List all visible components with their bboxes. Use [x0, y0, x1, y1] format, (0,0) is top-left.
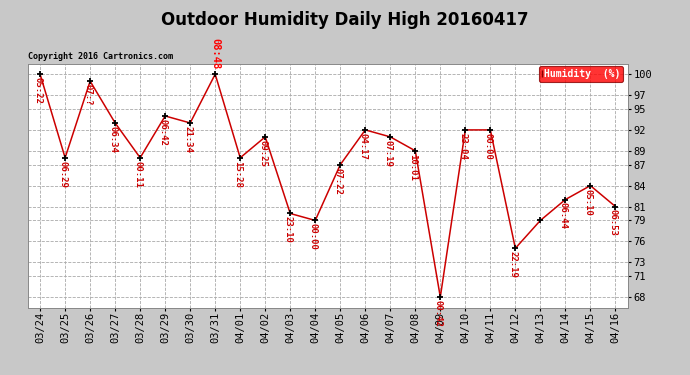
- Text: 06:34: 06:34: [108, 126, 117, 153]
- Legend: Humidity  (%): Humidity (%): [539, 66, 623, 82]
- Text: 05:10: 05:10: [583, 189, 593, 215]
- Text: 06:53: 06:53: [609, 210, 618, 236]
- Text: 23:10: 23:10: [283, 216, 293, 243]
- Text: 00:11: 00:11: [133, 161, 142, 188]
- Text: 06:42: 06:42: [158, 119, 167, 146]
- Text: 23:04: 23:04: [458, 133, 467, 160]
- Text: 00:00: 00:00: [483, 133, 493, 160]
- Text: Copyright 2016 Cartronics.com: Copyright 2016 Cartronics.com: [28, 53, 172, 61]
- Text: 08:48: 08:48: [210, 38, 220, 69]
- Text: Outdoor Humidity Daily High 20160417: Outdoor Humidity Daily High 20160417: [161, 11, 529, 29]
- Text: 07:19: 07:19: [383, 140, 393, 166]
- Text: 10:01: 10:01: [408, 154, 417, 181]
- Text: 00:42: 00:42: [433, 300, 442, 327]
- Text: 00:00: 00:00: [308, 224, 317, 250]
- Text: 15:28: 15:28: [233, 161, 242, 188]
- Text: 06:29: 06:29: [58, 161, 67, 188]
- Text: 07:?: 07:?: [83, 84, 92, 106]
- Text: 07:22: 07:22: [333, 168, 342, 195]
- Text: 05:22: 05:22: [33, 77, 42, 104]
- Text: 06:44: 06:44: [558, 202, 567, 229]
- Text: 22:19: 22:19: [509, 251, 518, 278]
- Text: 09:25: 09:25: [258, 140, 267, 166]
- Text: 04:17: 04:17: [358, 133, 367, 160]
- Text: 21:34: 21:34: [183, 126, 193, 153]
